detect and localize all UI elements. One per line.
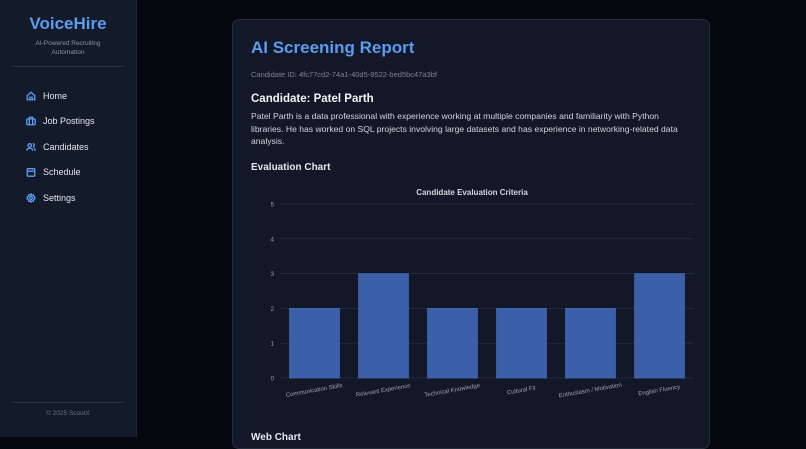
y-tick-label: 1: [271, 342, 275, 348]
evaluation-chart-heading: Evaluation Chart: [251, 162, 331, 174]
divider: [13, 402, 123, 403]
home-icon: [26, 91, 36, 101]
briefcase-icon: [26, 116, 36, 126]
bar[interactable]: [289, 308, 340, 379]
users-icon: [26, 142, 36, 151]
brand-logo[interactable]: VoiceHire: [29, 14, 107, 33]
y-tick-label: 3: [271, 272, 275, 278]
candidate-summary: Patel Parth is a data professional with …: [251, 111, 678, 147]
brand-tagline: AI-Powered Recruiting Automation: [35, 40, 101, 56]
sidebar-item-candidates[interactable]: Candidates: [0, 134, 136, 160]
x-tick-label: English Fluency: [638, 384, 681, 397]
x-tick-label: Communication Skills: [286, 383, 344, 399]
calendar-icon: [26, 168, 36, 178]
page-title: AI Screening Report: [251, 38, 415, 57]
report-card: AI Screening Report Candidate ID: 4fc77c…: [232, 19, 710, 449]
sidebar-item-job-postings[interactable]: Job Postings: [0, 109, 136, 135]
y-tick-label: 2: [271, 307, 275, 313]
bar[interactable]: [565, 308, 616, 379]
bar[interactable]: [358, 273, 409, 379]
y-tick-label: 4: [271, 237, 275, 243]
x-tick-label: Technical Knowledge: [424, 383, 481, 399]
sidebar-item-home[interactable]: Home: [0, 83, 136, 109]
x-tick-label: Cultural Fit: [507, 385, 537, 396]
sidebar: VoiceHire AI-Powered Recruiting Automati…: [0, 0, 137, 437]
candidate-heading: Candidate: Patel Parth: [251, 93, 374, 105]
sidebar-item-label: Home: [43, 90, 68, 101]
sidebar-item-label: Candidates: [43, 141, 89, 152]
chart-title: Candidate Evaluation Criteria: [416, 188, 528, 197]
footer-copyright: © 2025 ScoutX: [46, 410, 90, 417]
sidebar-item-settings[interactable]: Settings: [0, 185, 136, 211]
x-tick-label: Relevant Experience: [356, 383, 412, 399]
bar[interactable]: [427, 308, 478, 379]
sidebar-item-schedule[interactable]: Schedule: [0, 160, 136, 186]
bar[interactable]: [496, 308, 547, 379]
sidebar-item-label: Schedule: [43, 167, 81, 178]
web-chart-heading: Web Chart: [251, 432, 301, 443]
gear-icon: [26, 192, 36, 203]
bar[interactable]: [634, 273, 685, 379]
divider: [13, 66, 123, 67]
x-tick-label: Enthusiasm / Motivation: [558, 383, 622, 400]
sidebar-item-label: Settings: [43, 192, 76, 203]
y-tick-label: 5: [271, 203, 275, 209]
evaluation-bar-chart: Candidate Evaluation Criteria 0 1 2 3 4 5 Comm…: [271, 188, 694, 400]
sidebar-nav: Home Job Postings Candidates Schedule Se…: [0, 83, 136, 211]
sidebar-item-label: Job Postings: [43, 116, 95, 127]
candidate-id: Candidate ID: 4fc77cd2-74a1-40d5-9522-be…: [251, 70, 437, 79]
y-tick-label: 0: [271, 377, 275, 383]
